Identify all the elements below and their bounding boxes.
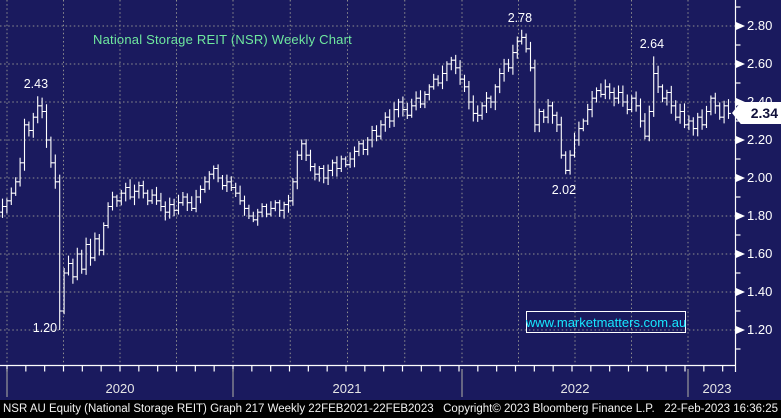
price-annotation: 2.02: [551, 183, 577, 198]
status-timestamp: 22-Feb-2023 16:36:25: [664, 403, 778, 415]
axis-layer: [0, 0, 741, 397]
status-security-text: NSR AU Equity (National Storage REIT) Gr…: [3, 403, 434, 415]
year-label: 2022: [560, 381, 590, 396]
status-copyright-text: Copyright© 2023 Bloomberg Finance L.P.: [443, 403, 655, 415]
y-axis-label: 1.80: [747, 208, 773, 223]
last-price-tag: 2.34: [732, 102, 781, 124]
ohlc-bars-layer: [0, 29, 731, 330]
y-axis-label: 2.20: [747, 132, 773, 147]
year-label: 2023: [702, 381, 732, 396]
price-annotation: 2.78: [507, 10, 533, 25]
grid-layer: [0, 0, 735, 365]
year-label: 2021: [332, 381, 362, 396]
watermark-link[interactable]: www.marketmatters.com.au: [526, 311, 686, 333]
y-axis-label: 1.20: [747, 322, 773, 337]
y-axis-label: 2.80: [747, 18, 773, 33]
chart-title: National Storage REIT (NSR) Weekly Chart: [93, 32, 352, 47]
y-axis-label: 2.00: [747, 170, 773, 185]
y-axis-label: 1.60: [747, 246, 773, 261]
y-axis-label: 2.60: [747, 56, 773, 71]
price-annotation: 2.64: [639, 37, 665, 52]
y-axis-label: 1.40: [747, 284, 773, 299]
price-annotation: 1.20: [32, 321, 58, 335]
year-label: 2020: [105, 381, 135, 396]
price-annotation: 2.43: [23, 77, 49, 92]
status-bar: NSR AU Equity (National Storage REIT) Gr…: [0, 400, 781, 418]
